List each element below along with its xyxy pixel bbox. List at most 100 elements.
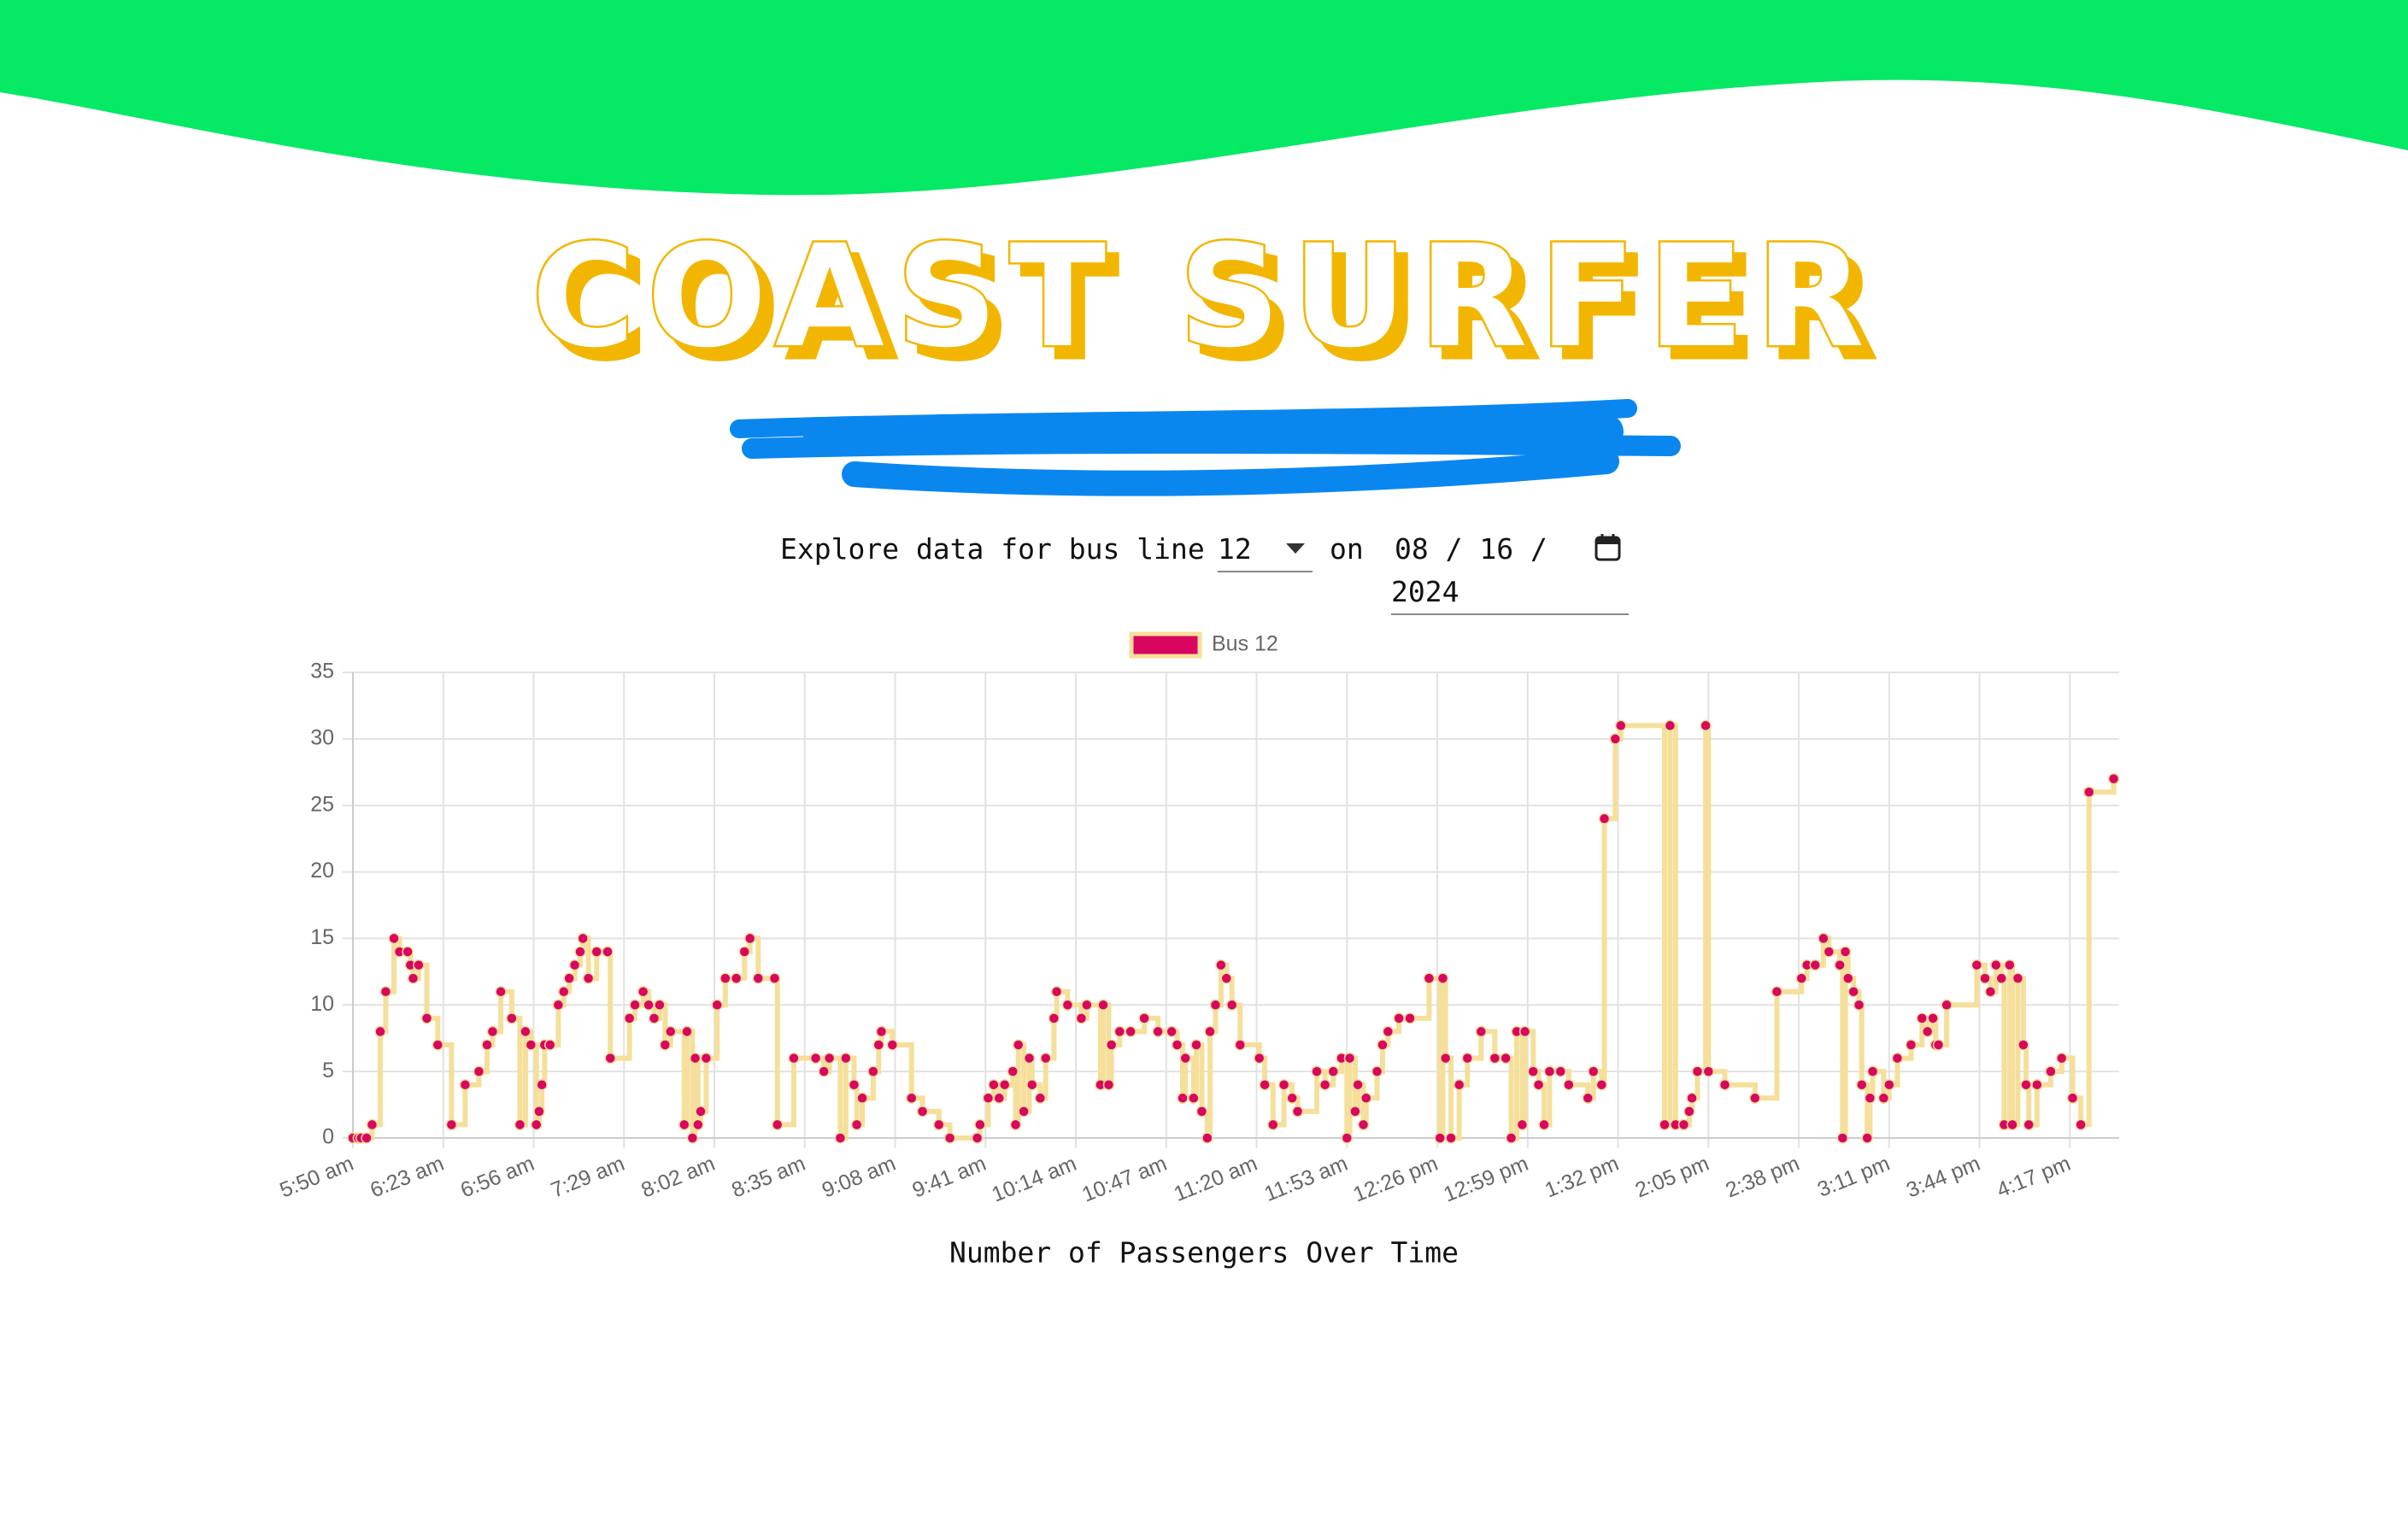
data-point bbox=[2004, 959, 2016, 971]
data-point bbox=[1327, 1065, 1340, 1077]
data-point bbox=[2006, 1118, 2018, 1131]
data-point bbox=[886, 1039, 899, 1051]
data-point bbox=[1587, 1065, 1600, 1077]
legend-label: Bus 12 bbox=[1212, 632, 1278, 656]
data-point bbox=[654, 999, 666, 1012]
x-tick-label: 1:32 pm bbox=[1542, 1152, 1622, 1203]
data-point bbox=[943, 1132, 956, 1144]
data-point bbox=[1538, 1118, 1550, 1131]
data-point bbox=[875, 1025, 888, 1038]
data-point bbox=[1834, 959, 1846, 971]
x-tick-label: 11:53 am bbox=[1261, 1152, 1351, 1206]
data-point bbox=[1371, 1065, 1383, 1077]
data-point bbox=[1818, 932, 1829, 945]
data-point bbox=[738, 946, 751, 958]
data-point bbox=[552, 999, 565, 1012]
data-point bbox=[2023, 1118, 2035, 1131]
data-point bbox=[1267, 1118, 1279, 1131]
header-art: COAST SURFER COAST SURFER bbox=[0, 0, 2408, 496]
data-point bbox=[1883, 1078, 1895, 1091]
data-point bbox=[2107, 772, 2120, 785]
data-point bbox=[2045, 1065, 2057, 1077]
data-point bbox=[1505, 1132, 1518, 1144]
data-point bbox=[1856, 1078, 1868, 1091]
data-point bbox=[1489, 1052, 1501, 1065]
data-point bbox=[495, 985, 507, 998]
data-point bbox=[1352, 1078, 1364, 1091]
data-point bbox=[1683, 1106, 1695, 1117]
data-point bbox=[604, 1052, 616, 1065]
data-point bbox=[1853, 999, 1865, 1012]
y-tick-label: 5 bbox=[322, 1059, 334, 1082]
data-point bbox=[1382, 1025, 1395, 1038]
data-point bbox=[402, 946, 414, 958]
data-point bbox=[1518, 1025, 1531, 1038]
data-point bbox=[1075, 1012, 1088, 1024]
data-point bbox=[1877, 1092, 1890, 1105]
data-point bbox=[1916, 1012, 1929, 1024]
x-tick-label: 12:59 pm bbox=[1440, 1152, 1531, 1207]
data-point bbox=[623, 1012, 636, 1024]
data-point bbox=[543, 1039, 556, 1051]
data-point bbox=[1609, 733, 1622, 745]
dropdown-arrow bbox=[1286, 543, 1305, 554]
y-tick-label: 25 bbox=[310, 792, 334, 816]
data-point bbox=[1113, 1025, 1126, 1038]
data-point bbox=[686, 1132, 699, 1144]
data-point bbox=[1905, 1039, 1918, 1051]
data-point bbox=[1718, 1078, 1731, 1091]
calendar-icon[interactable] bbox=[1595, 533, 1622, 562]
data-point bbox=[1225, 999, 1238, 1012]
data-point bbox=[771, 1118, 784, 1131]
data-point bbox=[1866, 1065, 1879, 1077]
date-separator: / bbox=[1530, 532, 1548, 566]
data-point bbox=[420, 1012, 433, 1024]
x-tick-label: 5:50 am bbox=[276, 1152, 356, 1203]
data-point bbox=[388, 932, 400, 945]
data-point bbox=[1034, 1092, 1047, 1105]
data-point bbox=[1771, 985, 1783, 998]
data-point bbox=[1921, 1025, 1934, 1038]
data-point bbox=[2082, 786, 2095, 798]
data-point bbox=[486, 1025, 499, 1038]
data-point bbox=[1009, 1118, 1022, 1131]
data-point bbox=[1864, 1092, 1876, 1105]
data-point bbox=[1527, 1065, 1539, 1077]
data-point bbox=[681, 1025, 693, 1038]
wave bbox=[0, 0, 2408, 196]
data-point bbox=[1995, 972, 2007, 984]
data-point bbox=[1007, 1065, 1019, 1077]
date-month: 08 bbox=[1395, 532, 1429, 566]
data-point bbox=[629, 999, 641, 1012]
data-point bbox=[506, 1012, 518, 1024]
title: COAST SURFER bbox=[532, 214, 1876, 378]
bus-select[interactable]: 12 bbox=[1218, 528, 1313, 572]
y-tick-label: 35 bbox=[310, 660, 334, 683]
data-point bbox=[1201, 1132, 1213, 1144]
connector: on bbox=[1330, 532, 1364, 566]
data-point bbox=[1677, 1118, 1690, 1131]
date-day: 16 bbox=[1479, 532, 1514, 566]
data-point bbox=[1445, 1132, 1457, 1144]
data-point bbox=[848, 1078, 860, 1091]
data-point bbox=[643, 999, 655, 1012]
data-point bbox=[1554, 1065, 1567, 1077]
data-point bbox=[1234, 1039, 1247, 1051]
data-point bbox=[1357, 1118, 1370, 1131]
data-point bbox=[568, 959, 581, 971]
data-point bbox=[432, 1039, 444, 1051]
data-point bbox=[1532, 1078, 1545, 1091]
data-point bbox=[481, 1039, 493, 1051]
data-point bbox=[1286, 1092, 1298, 1105]
data-point bbox=[1277, 1078, 1290, 1091]
data-point bbox=[2012, 972, 2024, 984]
data-point bbox=[840, 1052, 852, 1065]
x-axis-title: Number of Passengers Over Time bbox=[949, 1236, 1459, 1270]
data-point bbox=[2017, 1039, 2029, 1051]
data-point bbox=[582, 972, 595, 984]
date-input[interactable]: 08 / 16 / 2024 bbox=[1391, 528, 1629, 615]
x-tick-label: 2:38 pm bbox=[1723, 1152, 1803, 1203]
data-point bbox=[2055, 1052, 2068, 1065]
data-point bbox=[974, 1118, 986, 1131]
y-tick-label: 10 bbox=[310, 992, 334, 1016]
